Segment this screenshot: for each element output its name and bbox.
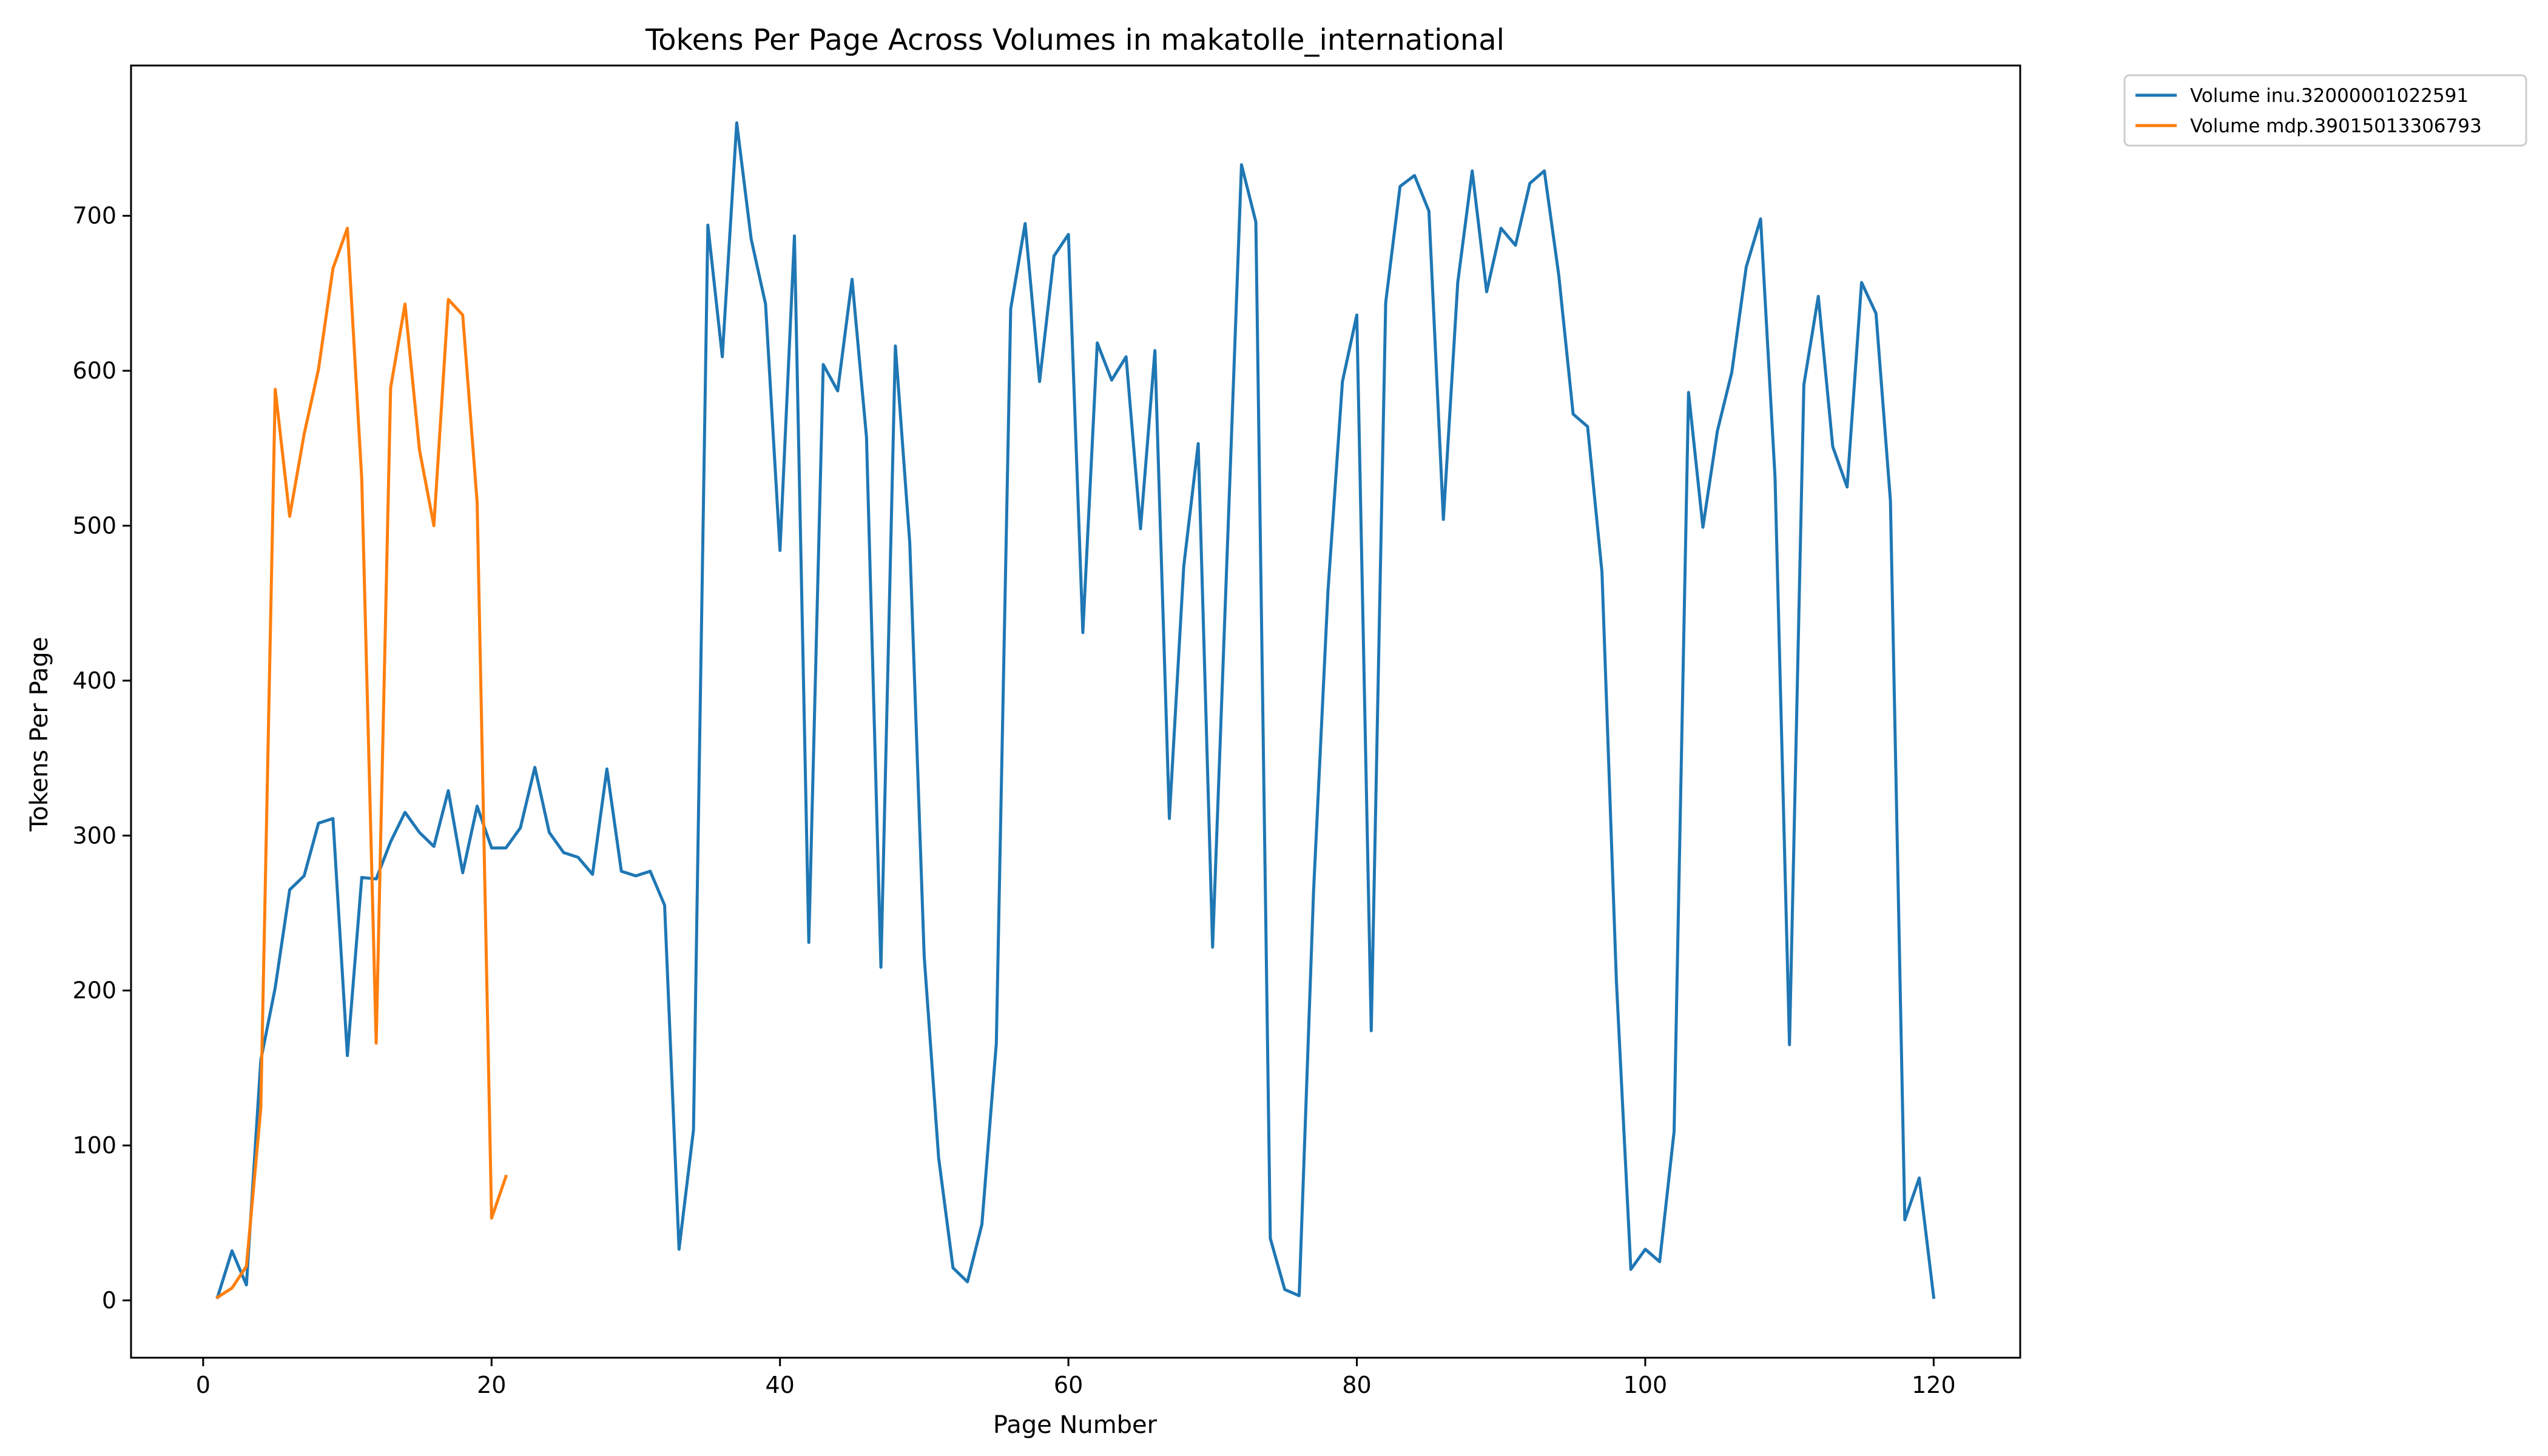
y-tick-label: 100: [72, 1132, 116, 1159]
plot-frame: [130, 64, 2021, 1359]
legend-box: [2123, 74, 2527, 147]
y-tick-label: 0: [102, 1287, 116, 1314]
x-axis-label: Page Number: [993, 1411, 1158, 1439]
legend-entry-label: Volume inu.32000001022591: [2190, 85, 2469, 107]
y-tick-label: 700: [72, 203, 116, 229]
y-tick-label: 500: [72, 513, 116, 539]
x-tick-label: 80: [1342, 1372, 1371, 1398]
x-tick-label: 40: [766, 1372, 795, 1398]
x-axis-ticks: 0 20 40 60 80 100 120: [196, 1358, 1956, 1398]
legend: Volume inu.32000001022591 Volume mdp.3901…: [2123, 74, 2527, 147]
x-tick-label: 120: [1912, 1372, 1956, 1398]
y-tick-label: 600: [72, 357, 116, 384]
y-tick-label: 400: [72, 667, 116, 694]
x-tick-label: 20: [477, 1372, 506, 1398]
plot-area: [215, 121, 1936, 1299]
y-tick-label: 200: [72, 977, 116, 1004]
chart-title: Tokens Per Page Across Volumes in makato…: [645, 23, 1505, 57]
x-tick-label: 0: [196, 1372, 211, 1398]
legend-entry-label: Volume mdp.39015013306793: [2190, 115, 2482, 137]
x-tick-label: 100: [1623, 1372, 1668, 1398]
y-axis-label: Tokens Per Page: [25, 637, 53, 832]
series-line-1: [215, 121, 1936, 1299]
y-tick-label: 300: [72, 822, 116, 849]
series-line-2: [215, 226, 508, 1299]
x-tick-label: 60: [1054, 1372, 1083, 1398]
y-axis-ticks: 0 100 200 300 400 500 600 700: [72, 203, 131, 1314]
